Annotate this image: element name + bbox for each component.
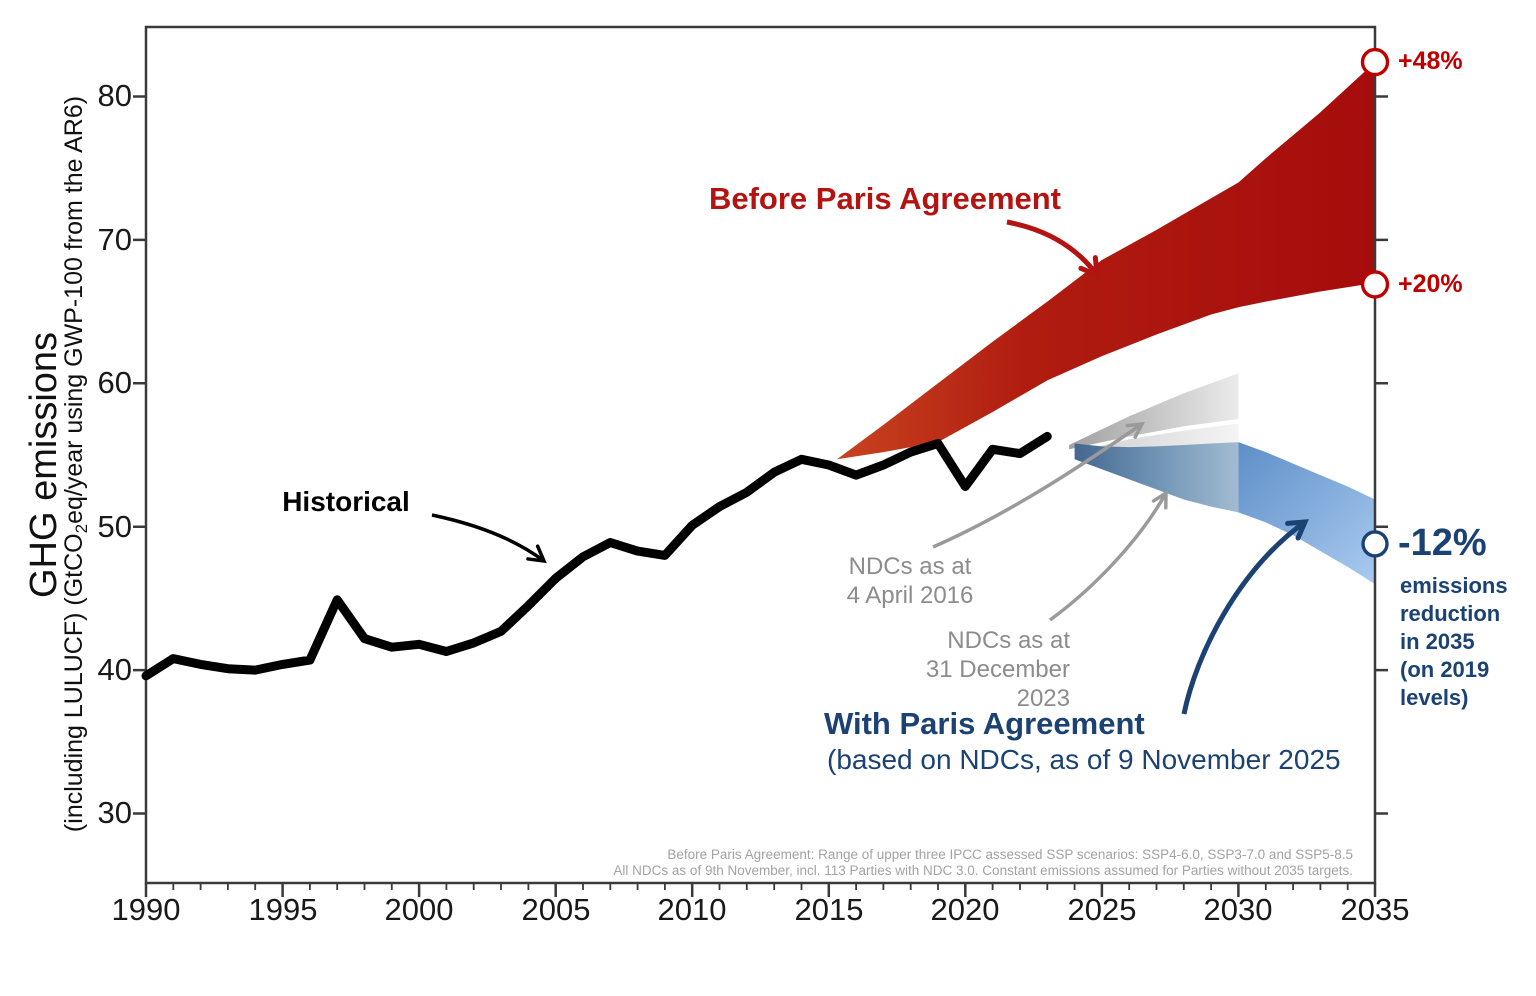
with-paris-band-far (1238, 442, 1375, 585)
historical-line (141, 431, 1052, 681)
x-axis-minor-ticks (172, 883, 1349, 890)
endpoint-markers (1360, 47, 1390, 558)
y-tick-label-50: 50 (97, 509, 132, 544)
x-tick-label-2010: 2010 (657, 892, 727, 927)
historical-arrow (431, 513, 547, 564)
footnote: Before Paris Agreement: Range of upper t… (613, 847, 1353, 878)
ndc-2023-label: NDCs as at 31 December 2023 (925, 627, 1070, 712)
plus20-marker-circle (1360, 270, 1390, 299)
x-tick-label-1995: 1995 (248, 892, 318, 927)
historical-label: Historical (282, 486, 410, 517)
y-tick-label-40: 40 (97, 652, 132, 687)
y-axis-subtitle: (including LULUCF) (GtCO2eq/year using G… (59, 84, 91, 844)
y-tick-label-60: 60 (97, 365, 132, 400)
x-tick-label-2030: 2030 (1203, 892, 1273, 927)
annotation-arrows (431, 219, 1309, 715)
axes (133, 25, 1388, 897)
with-paris-title: With Paris Agreement (824, 706, 1145, 741)
plus20-label: +20% (1398, 270, 1463, 298)
y-tick-label-80: 80 (97, 78, 132, 113)
y-axis-ticks-left (133, 95, 146, 815)
x-tick-label-2035: 2035 (1340, 892, 1410, 927)
minus12-label: -12% (1398, 522, 1487, 564)
y-tick-label-30: 30 (97, 795, 132, 830)
before-paris-label: Before Paris Agreement (708, 181, 1062, 216)
x-tick-label-1990: 1990 (111, 892, 181, 927)
y-tick-label-70: 70 (97, 222, 132, 257)
before-paris-band (837, 62, 1375, 460)
ndc-2023-arrow (1048, 489, 1168, 622)
with-paris-subtitle: (based on NDCs, as of 9 November 2025 (827, 744, 1341, 775)
ndc-2016-arrow (932, 421, 1146, 549)
x-tick-label-2025: 2025 (1067, 892, 1137, 927)
y-axis-ticks-right (1375, 95, 1388, 815)
minus12-sublabel: emissions reduction in 2035 (on 2019 lev… (1400, 573, 1508, 710)
with-paris-arrow (1181, 519, 1309, 715)
ndc-2016-label: NDCs as at 4 April 2016 (846, 553, 974, 609)
plot-frame (144, 25, 1377, 885)
y-axis-subtitle-subscript: 2 (71, 523, 91, 534)
x-tick-label-2015: 2015 (794, 892, 864, 927)
scenario-bands (837, 62, 1375, 585)
with-paris-band-near (1074, 442, 1239, 513)
plus48-marker-circle (1360, 47, 1390, 77)
minus12-marker-circle (1361, 530, 1389, 558)
x-axis-major-ticks (144, 883, 1377, 897)
ndc-2016-band (1069, 373, 1239, 450)
y-axis-subtitle-pre: (including LULUCF) (GtCO (60, 533, 88, 833)
x-tick-label-2005: 2005 (521, 892, 591, 927)
plus48-label: +48% (1398, 47, 1463, 75)
y-axis-subtitle-post: eq/year using GWP-100 from the AR6) (60, 95, 88, 524)
before-paris-arrow (1006, 219, 1100, 279)
x-tick-label-2000: 2000 (384, 892, 454, 927)
x-tick-label-2020: 2020 (930, 892, 1000, 927)
